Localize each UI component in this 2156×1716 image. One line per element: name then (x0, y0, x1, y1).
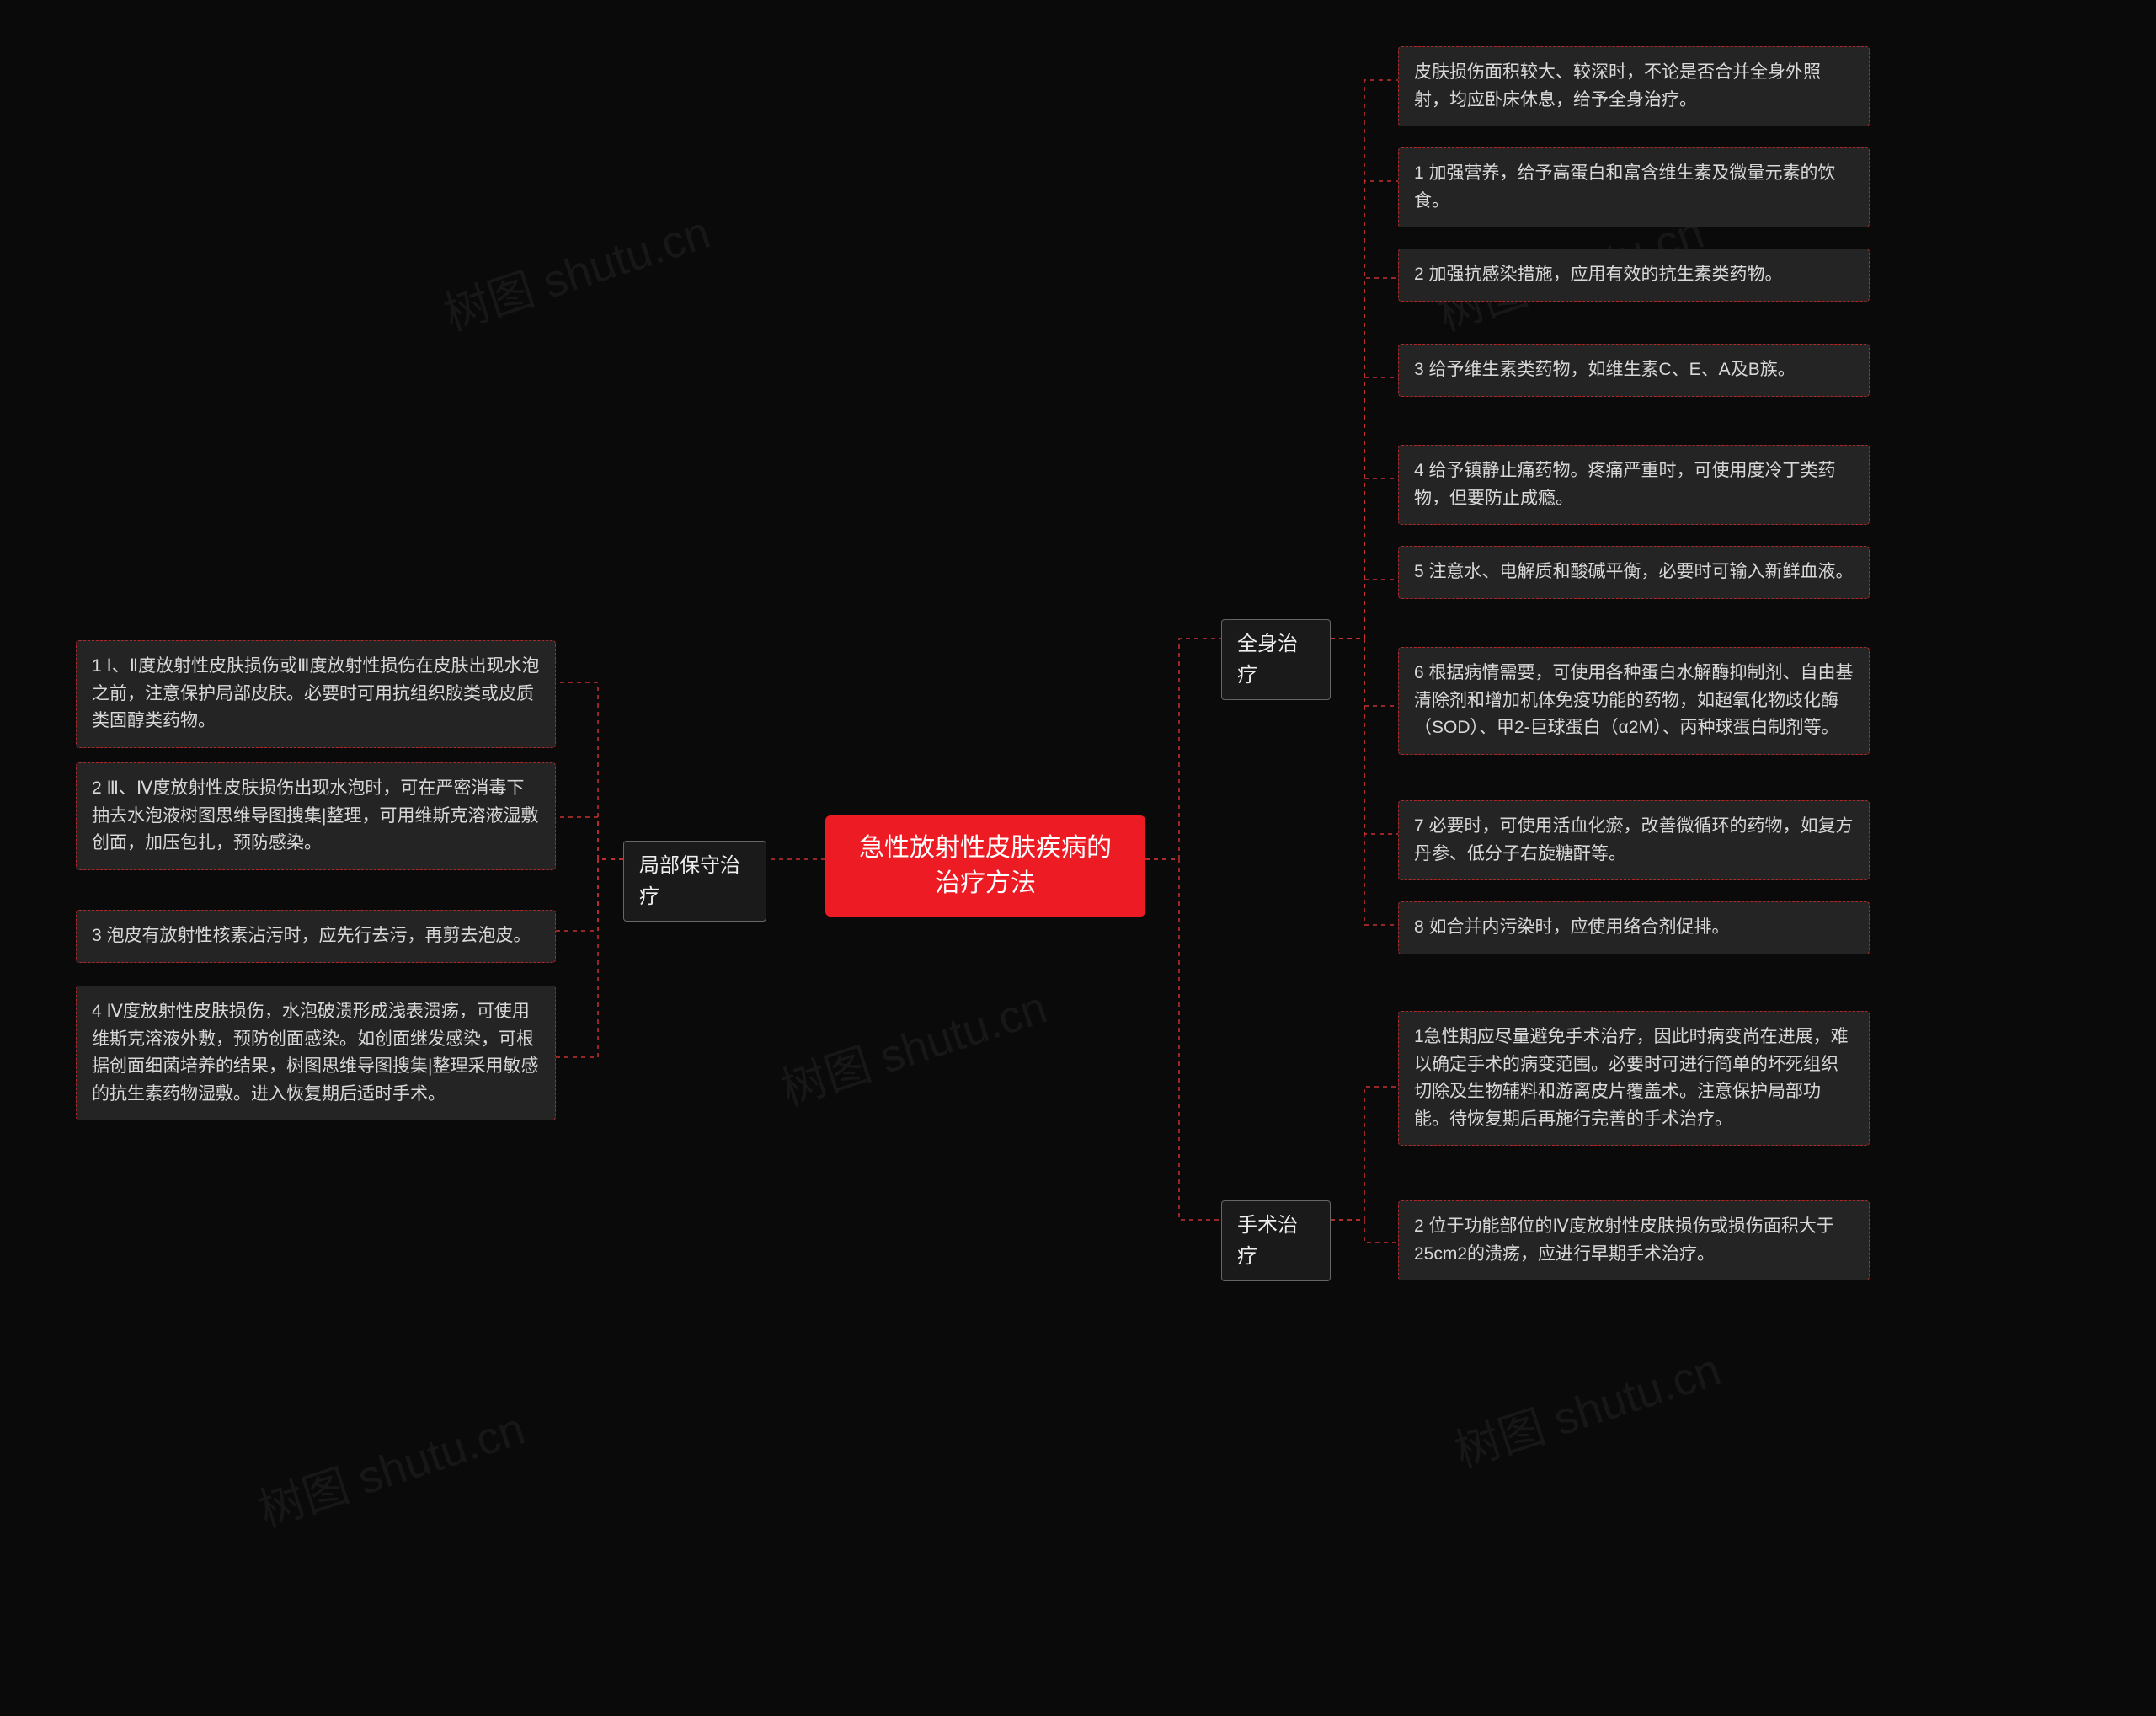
leaf-systemic-6[interactable]: 6 根据病情需要，可使用各种蛋白水解酶抑制剂、自由基清除剂和增加机体免疫功能的药… (1398, 647, 1870, 755)
branch-surgery[interactable]: 手术治疗 (1221, 1200, 1331, 1281)
watermark: 树图 shutu.cn (435, 195, 718, 343)
leaf-systemic-0[interactable]: 皮肤损伤面积较大、较深时，不论是否合并全身外照射，均应卧床休息，给予全身治疗。 (1398, 46, 1870, 126)
root-node[interactable]: 急性放射性皮肤疾病的治疗方法 (825, 815, 1145, 917)
watermark: 树图 shutu.cn (1445, 1332, 1728, 1480)
leaf-systemic-1[interactable]: 1 加强营养，给予高蛋白和富含维生素及微量元素的饮食。 (1398, 147, 1870, 227)
leaf-local-3[interactable]: 3 泡皮有放射性核素沾污时，应先行去污，再剪去泡皮。 (76, 910, 556, 963)
leaf-systemic-7[interactable]: 7 必要时，可使用活血化瘀，改善微循环的药物，如复方丹参、低分子右旋糖酐等。 (1398, 800, 1870, 880)
leaf-local-1[interactable]: 1 Ⅰ、Ⅱ度放射性皮肤损伤或Ⅲ度放射性损伤在皮肤出现水泡之前，注意保护局部皮肤。… (76, 640, 556, 748)
leaf-systemic-3[interactable]: 3 给予维生素类药物，如维生素C、E、A及B族。 (1398, 344, 1870, 397)
leaf-surgery-2[interactable]: 2 位于功能部位的Ⅳ度放射性皮肤损伤或损伤面积大于25cm2的溃疡，应进行早期手… (1398, 1200, 1870, 1280)
branch-systemic-treatment[interactable]: 全身治疗 (1221, 619, 1331, 700)
watermark: 树图 shutu.cn (771, 970, 1054, 1118)
leaf-systemic-5[interactable]: 5 注意水、电解质和酸碱平衡，必要时可输入新鲜血液。 (1398, 546, 1870, 599)
leaf-systemic-8[interactable]: 8 如合并内污染时，应使用络合剂促排。 (1398, 901, 1870, 954)
leaf-systemic-4[interactable]: 4 给予镇静止痛药物。疼痛严重时，可使用度冷丁类药物，但要防止成瘾。 (1398, 445, 1870, 525)
leaf-local-4[interactable]: 4 Ⅳ度放射性皮肤损伤，水泡破溃形成浅表溃疡，可使用维斯克溶液外敷，预防创面感染… (76, 986, 556, 1120)
leaf-systemic-2[interactable]: 2 加强抗感染措施，应用有效的抗生素类药物。 (1398, 249, 1870, 302)
watermark: 树图 shutu.cn (249, 1391, 532, 1539)
branch-local-treatment[interactable]: 局部保守治疗 (623, 841, 766, 922)
leaf-surgery-1[interactable]: 1急性期应尽量避免手术治疗，因此时病变尚在进展，难以确定手术的病变范围。必要时可… (1398, 1011, 1870, 1146)
leaf-local-2[interactable]: 2 Ⅲ、Ⅳ度放射性皮肤损伤出现水泡时，可在严密消毒下抽去水泡液树图思维导图搜集|… (76, 762, 556, 870)
